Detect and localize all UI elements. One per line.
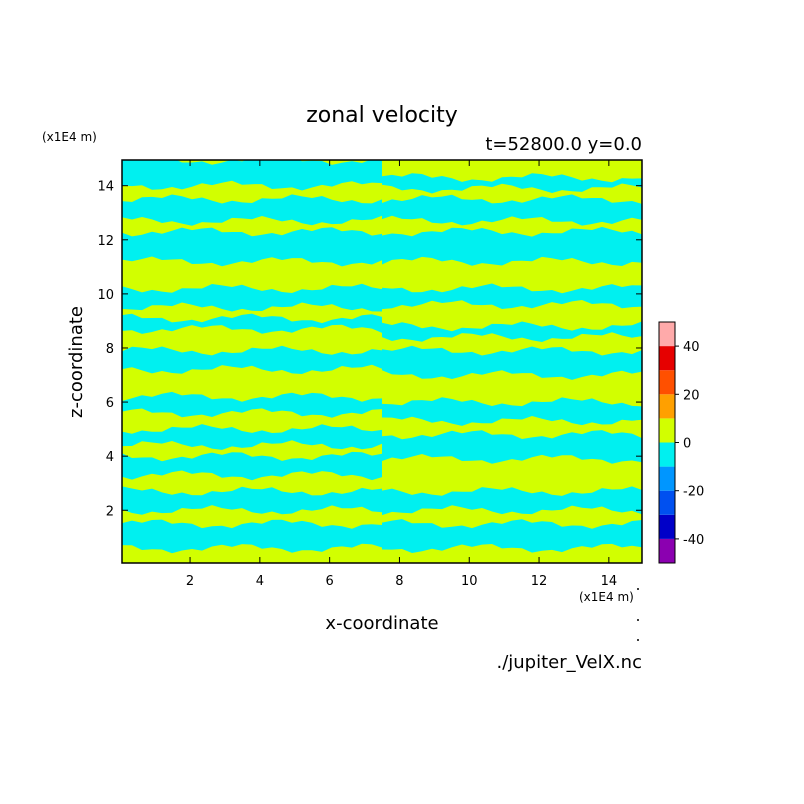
colorbar-segment (659, 538, 675, 563)
x-unit-label: (x1E4 m) (579, 590, 634, 604)
negative-region (382, 397, 642, 426)
contour-field (122, 160, 642, 563)
negative-region (122, 194, 382, 226)
colorbar-segment (659, 346, 675, 371)
y-tick-label: 6 (106, 396, 114, 411)
chart-subtitle: t=52800.0 y=0.0 (485, 134, 642, 155)
x-tick-label: 14 (601, 574, 618, 589)
y-axis-label: z-coordinate (66, 306, 87, 418)
negative-region (122, 391, 382, 418)
negative-region (122, 313, 382, 334)
colorbar-segment (659, 322, 675, 347)
source-filename: ./jupiter_VelX.nc (496, 652, 642, 673)
negative-region (122, 227, 382, 267)
y-tick-label: 2 (106, 504, 114, 519)
negative-region (122, 424, 382, 450)
negative-region (382, 283, 642, 310)
marker-dot (637, 619, 639, 621)
negative-region (382, 519, 642, 553)
negative-region (122, 519, 382, 554)
negative-region (122, 283, 382, 312)
negative-region (382, 226, 642, 266)
y-tick-label: 4 (106, 450, 114, 465)
colorbar-tick-label: 20 (683, 388, 700, 403)
colorbar-segment (659, 370, 675, 395)
x-tick-label: 4 (256, 574, 264, 589)
negative-region (122, 451, 382, 481)
marker-dot (637, 639, 639, 641)
negative-region (382, 321, 642, 342)
chart-title: zonal velocity (306, 103, 458, 128)
negative-region (382, 486, 642, 516)
colorbar-segment (659, 442, 675, 467)
negative-region (382, 430, 642, 464)
y-unit-label: (x1E4 m) (42, 130, 97, 144)
colorbar-segment (659, 514, 675, 539)
negative-region (122, 160, 382, 191)
colorbar-segment (659, 394, 675, 419)
colorbar-segment (659, 466, 675, 491)
x-tick-label: 2 (186, 574, 194, 589)
x-tick-label: 8 (395, 574, 403, 589)
y-tick-label: 14 (97, 180, 114, 195)
colorbar-tick-label: 40 (683, 340, 700, 355)
x-axis-label: x-coordinate (325, 613, 438, 634)
x-tick-label: 6 (326, 574, 334, 589)
y-tick-label: 8 (106, 342, 114, 357)
y-tick-label: 10 (97, 288, 114, 303)
colorbar-segment (659, 418, 675, 443)
marker-dot (637, 588, 639, 590)
colorbar-tick-label: -20 (683, 485, 704, 500)
colorbar-segment (659, 490, 675, 515)
negative-region (122, 345, 382, 374)
axis-ticks: 2 4 6 8 10 12 14 2 4 6 8 10 12 14 (97, 160, 642, 589)
x-tick-label: 10 (461, 574, 478, 589)
negative-region (382, 194, 642, 226)
colorbar: 40 20 0 -20 -40 (658, 321, 704, 564)
x-tick-label: 12 (531, 574, 548, 589)
colorbar-tick-label: 0 (683, 437, 691, 452)
negative-region (382, 173, 642, 194)
plot-frame (121, 159, 643, 564)
y-tick-label: 12 (97, 234, 114, 249)
negative-region (122, 486, 382, 515)
negative-region (382, 345, 642, 380)
colorbar-tick-label: -40 (683, 533, 704, 548)
